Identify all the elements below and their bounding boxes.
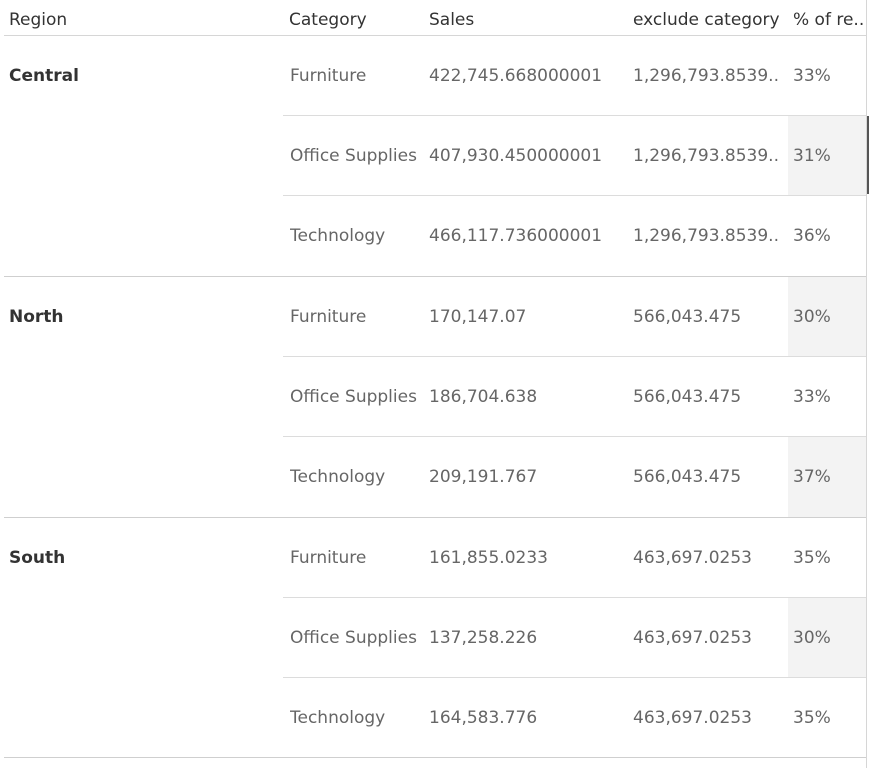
table-row[interactable]: Technology 466,117.736000001 1,296,793.8… <box>283 196 867 276</box>
row-divider <box>283 115 867 116</box>
percent-cell: 36% <box>788 196 867 276</box>
sales-cell: 209,191.767 <box>429 467 538 487</box>
header-region[interactable]: Region <box>9 10 68 30</box>
table-row[interactable]: Furniture 161,855.0233 463,697.0253 35% <box>283 518 867 598</box>
category-cell: Technology <box>290 226 386 246</box>
header-sales[interactable]: Sales <box>429 10 475 30</box>
exclude-category-cell: 463,697.0253 <box>633 628 752 648</box>
category-cell: Office Supplies <box>290 146 417 166</box>
percent-cell: 37% <box>788 437 867 517</box>
category-cell: Office Supplies <box>290 387 417 407</box>
sales-cell: 137,258.226 <box>429 628 538 648</box>
header-exclude-category[interactable]: exclude category <box>633 10 780 30</box>
percent-value: 36% <box>793 226 831 246</box>
row-divider <box>283 195 867 196</box>
region-block-south: South Furniture 161,855.0233 463,697.025… <box>0 518 867 758</box>
region-label[interactable]: South <box>9 548 66 568</box>
row-divider <box>283 597 867 598</box>
header-percent-of-region[interactable]: % of re.. <box>793 10 865 30</box>
sales-cell: 164,583.776 <box>429 708 538 728</box>
sales-cell: 161,855.0233 <box>429 548 548 568</box>
column-resize-handle[interactable] <box>867 116 869 194</box>
region-label[interactable]: Central <box>9 66 79 86</box>
percent-value: 35% <box>793 548 831 568</box>
sales-cell: 407,930.450000001 <box>429 146 603 166</box>
category-cell: Furniture <box>290 307 367 327</box>
table-right-border <box>866 0 867 768</box>
exclude-category-cell: 566,043.475 <box>633 387 742 407</box>
percent-value: 30% <box>793 307 831 327</box>
table-row[interactable]: Technology 209,191.767 566,043.475 37% <box>283 437 867 517</box>
exclude-category-cell: 463,697.0253 <box>633 708 752 728</box>
table-row[interactable]: Furniture 422,745.668000001 1,296,793.85… <box>283 36 867 116</box>
exclude-category-cell: 1,296,793.8539.. <box>633 226 779 246</box>
region-label[interactable]: North <box>9 307 64 327</box>
region-divider <box>4 757 867 758</box>
sales-cell: 186,704.638 <box>429 387 538 407</box>
sales-cell: 170,147.07 <box>429 307 527 327</box>
row-divider <box>283 356 867 357</box>
region-block-north: North Furniture 170,147.07 566,043.475 3… <box>0 277 867 518</box>
percent-cell: 30% <box>788 277 867 357</box>
table-row[interactable]: Technology 164,583.776 463,697.0253 35% <box>283 678 867 758</box>
header-divider <box>4 35 867 36</box>
region-block-central: Central Furniture 422,745.668000001 1,29… <box>0 36 867 277</box>
table-row[interactable]: Office Supplies 407,930.450000001 1,296,… <box>283 116 867 196</box>
table-row[interactable]: Furniture 170,147.07 566,043.475 30% <box>283 277 867 357</box>
sales-cell: 466,117.736000001 <box>429 226 603 246</box>
percent-value: 33% <box>793 66 831 86</box>
percent-value: 35% <box>793 708 831 728</box>
exclude-category-cell: 463,697.0253 <box>633 548 752 568</box>
percent-cell: 30% <box>788 598 867 678</box>
percent-value: 31% <box>793 146 831 166</box>
table-row[interactable]: Office Supplies 137,258.226 463,697.0253… <box>283 598 867 678</box>
percent-value: 37% <box>793 467 831 487</box>
row-divider <box>283 677 867 678</box>
percent-cell: 31% <box>788 116 867 196</box>
percent-value: 30% <box>793 628 831 648</box>
region-divider <box>4 276 867 277</box>
exclude-category-cell: 1,296,793.8539.. <box>633 146 779 166</box>
exclude-category-cell: 1,296,793.8539.. <box>633 66 779 86</box>
exclude-category-cell: 566,043.475 <box>633 467 742 487</box>
percent-value: 33% <box>793 387 831 407</box>
category-cell: Office Supplies <box>290 628 417 648</box>
row-divider <box>283 436 867 437</box>
exclude-category-cell: 566,043.475 <box>633 307 742 327</box>
category-cell: Technology <box>290 467 386 487</box>
category-cell: Technology <box>290 708 386 728</box>
table-row[interactable]: Office Supplies 186,704.638 566,043.475 … <box>283 357 867 437</box>
percent-cell: 33% <box>788 36 867 116</box>
header-category[interactable]: Category <box>289 10 367 30</box>
category-cell: Furniture <box>290 548 367 568</box>
percent-cell: 33% <box>788 357 867 437</box>
table-header: Region Category Sales exclude category %… <box>0 0 871 36</box>
sales-cell: 422,745.668000001 <box>429 66 603 86</box>
category-cell: Furniture <box>290 66 367 86</box>
percent-cell: 35% <box>788 518 867 598</box>
percent-cell: 35% <box>788 678 867 758</box>
region-divider <box>4 517 867 518</box>
